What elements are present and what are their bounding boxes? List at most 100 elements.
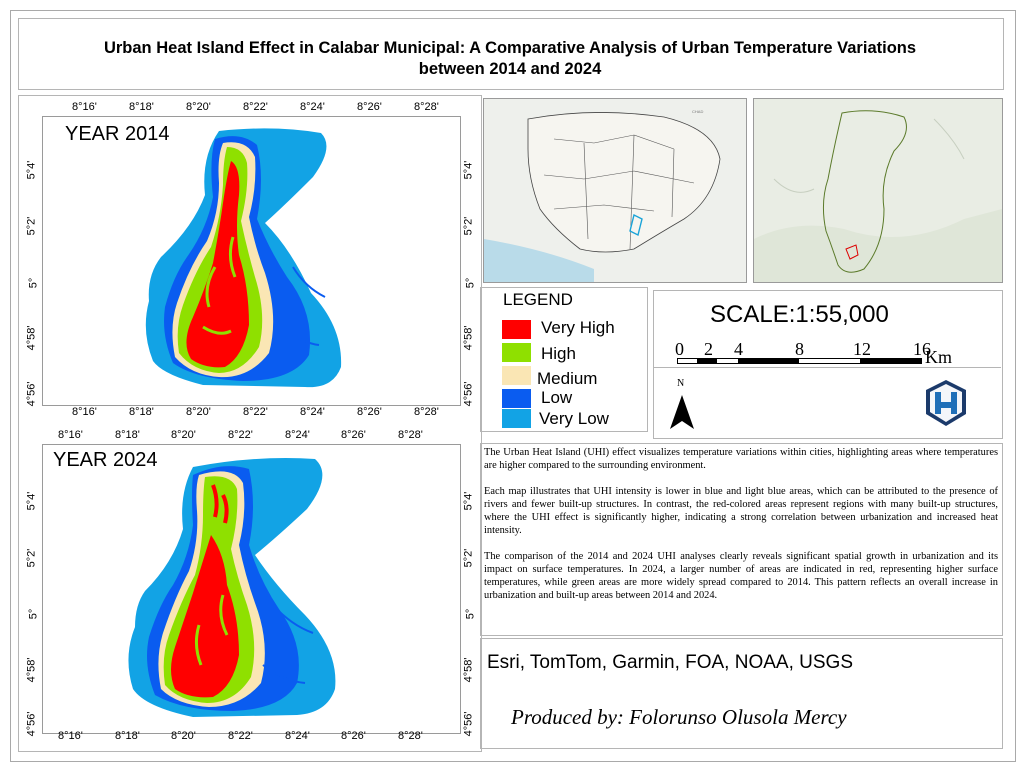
inset-label-chad: CHAD	[692, 109, 703, 114]
scale-label: 4	[734, 339, 743, 359]
lon-tick: 8°28'	[398, 730, 423, 742]
lat-tick: 5°	[464, 277, 477, 289]
scale-ratio: SCALE:1:55,000	[710, 301, 889, 328]
scale-label: 16	[913, 339, 931, 359]
north-arrow-icon	[670, 395, 694, 429]
map-year-label: YEAR 2024	[53, 449, 158, 471]
legend-swatch-very-high	[502, 320, 531, 339]
data-source-credits: Esri, TomTom, Garmin, FOA, NOAA, USGS	[487, 652, 853, 673]
inset-map-cross-river[interactable]	[753, 98, 1003, 283]
map-title: Urban Heat Island Effect in Calabar Muni…	[18, 38, 1002, 80]
lat-tick: 5°2'	[25, 548, 38, 568]
lon-tick: 8°28'	[398, 429, 423, 441]
description-text: The Urban Heat Island (UHI) effect visua…	[484, 446, 998, 615]
lat-tick: 5°4'	[462, 491, 475, 511]
lat-tick: 5°	[27, 277, 40, 289]
scale-label: 0	[675, 339, 684, 359]
description-box	[480, 443, 1003, 636]
lat-tick: 4°58'	[25, 325, 38, 351]
lon-tick: 8°20'	[171, 730, 196, 742]
lon-tick: 8°16'	[72, 406, 97, 418]
lon-tick: 8°26'	[357, 406, 382, 418]
description-paragraph: The Urban Heat Island (UHI) effect visua…	[484, 447, 998, 471]
lon-tick: 8°20'	[186, 406, 211, 418]
lon-tick: 8°16'	[58, 429, 83, 441]
legend-label-very-low: Very Low	[539, 409, 609, 428]
description-paragraph: The comparison of the 2014 and 2024 UHI …	[484, 551, 998, 601]
lon-tick: 8°28'	[414, 101, 439, 113]
uhi-map-2024-graphic	[128, 458, 336, 717]
lon-tick: 8°24'	[300, 101, 325, 113]
lat-tick: 5°	[464, 608, 477, 620]
legend-label-very-high: Very High	[541, 318, 615, 337]
lat-tick: 4°58'	[462, 657, 475, 683]
legend-swatch-medium	[502, 366, 531, 385]
inset-nigeria-graphic: CHAD	[484, 99, 746, 282]
lon-tick: 8°16'	[72, 101, 97, 113]
legend-label-low: Low	[541, 388, 573, 407]
zone-very-high	[186, 161, 249, 368]
lat-tick: 5°4'	[462, 160, 475, 180]
uhi-map-2014-graphic	[145, 128, 342, 388]
lon-tick: 8°26'	[357, 101, 382, 113]
title-line-2: between 2014 and 2024	[418, 60, 602, 78]
scale-box	[653, 290, 1003, 439]
lon-tick: 8°22'	[228, 730, 253, 742]
lon-tick: 8°18'	[115, 429, 140, 441]
legend-label-high: High	[541, 344, 576, 363]
lat-tick: 5°4'	[25, 160, 38, 180]
logo-shield-icon	[926, 380, 966, 426]
credits-box	[480, 638, 1003, 749]
lon-tick: 8°22'	[243, 406, 268, 418]
lon-tick: 8°24'	[300, 406, 325, 418]
producer-credit: Produced by: Folorunso Olusola Mercy	[511, 705, 847, 729]
map-2024[interactable]: YEAR 2024	[42, 444, 461, 734]
lon-tick: 8°24'	[285, 429, 310, 441]
lat-tick: 4°58'	[25, 657, 38, 683]
legend-title: LEGEND	[503, 290, 573, 309]
map-layout-frame	[10, 10, 1016, 762]
map-year-label: YEAR 2014	[65, 123, 170, 145]
lat-tick: 4°56'	[25, 381, 38, 407]
lon-tick: 8°28'	[414, 406, 439, 418]
scale-unit: Km	[925, 347, 952, 367]
lat-tick: 5°	[27, 608, 40, 620]
inset-cross-river-graphic	[754, 99, 1002, 282]
map-2014[interactable]: YEAR 2014	[42, 116, 461, 406]
maps-panel	[18, 95, 482, 752]
lat-tick: 4°58'	[462, 325, 475, 351]
lon-tick: 8°22'	[243, 101, 268, 113]
legend-box	[480, 287, 648, 432]
lon-tick: 8°18'	[115, 730, 140, 742]
lon-tick: 8°24'	[285, 730, 310, 742]
title-box	[18, 18, 1004, 90]
scale-bar	[677, 358, 922, 364]
lon-tick: 8°16'	[58, 730, 83, 742]
legend-label-medium: Medium	[537, 369, 598, 388]
title-line-1: Urban Heat Island Effect in Calabar Muni…	[103, 39, 917, 57]
lat-tick: 5°2'	[25, 216, 38, 236]
lon-tick: 8°18'	[129, 101, 154, 113]
zone-very-high	[171, 535, 239, 698]
lat-tick: 4°56'	[25, 711, 38, 737]
lat-tick: 5°2'	[462, 216, 475, 236]
lat-tick: 4°56'	[462, 711, 475, 737]
lon-tick: 8°26'	[341, 730, 366, 742]
lon-tick: 8°20'	[171, 429, 196, 441]
lat-tick: 5°2'	[462, 548, 475, 568]
lon-tick: 8°20'	[186, 101, 211, 113]
north-label: N	[677, 378, 685, 389]
lon-tick: 8°26'	[341, 429, 366, 441]
inset-map-nigeria[interactable]: CHAD	[483, 98, 747, 283]
lat-tick: 5°4'	[25, 491, 38, 511]
legend-swatch-high	[502, 343, 531, 362]
scale-divider	[654, 367, 1001, 368]
legend-swatch-low	[502, 389, 531, 408]
legend-swatch-very-low	[502, 409, 531, 428]
lon-tick: 8°22'	[228, 429, 253, 441]
description-paragraph: Each map illustrates that UHI intensity …	[484, 486, 998, 536]
scale-label: 8	[795, 339, 804, 359]
lon-tick: 8°18'	[129, 406, 154, 418]
scale-label: 2	[704, 339, 713, 359]
scale-label: 12	[853, 339, 871, 359]
